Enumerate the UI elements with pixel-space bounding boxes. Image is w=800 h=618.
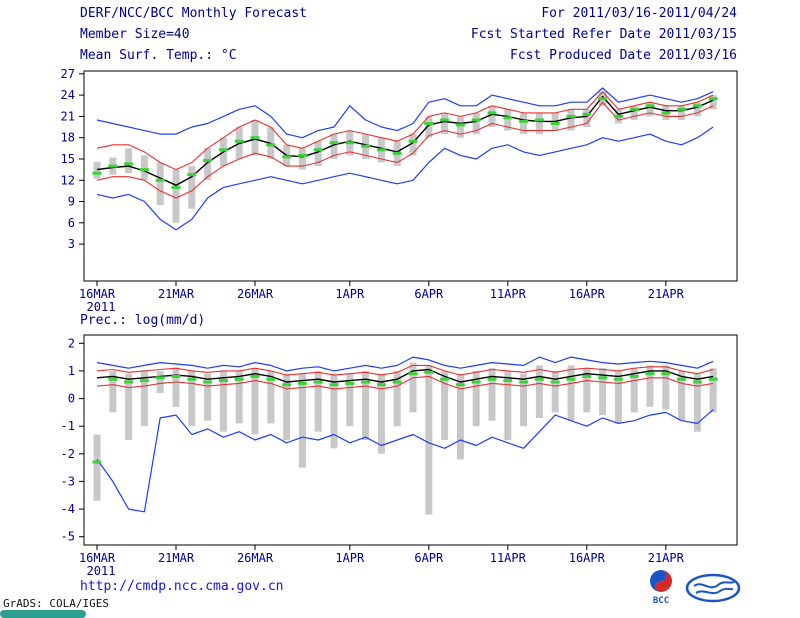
- svg-text:6APR: 6APR: [414, 551, 444, 565]
- source-url-link[interactable]: http://cmdp.ncc.cma.gov.cn: [80, 579, 284, 594]
- series-ensemble_mean: [96, 95, 714, 186]
- temperature-panel: 3 6 9 12 15 18 21 24 27 16MAR 21MAR 26MAR 1APR 6APR 11…: [61, 67, 738, 314]
- series-percentile_upper: [96, 91, 714, 171]
- svg-text:18: 18: [61, 131, 75, 145]
- precipitation-panel: -5 -4 -3 -2 -1 0 1 2 16MAR 21MAR 26MAR 1APR 6APR 11AP…: [61, 334, 738, 578]
- series-ensemble_min: [96, 409, 714, 513]
- series-percentile_upper: [96, 364, 714, 376]
- x-axis-year-label: 2011: [87, 564, 116, 578]
- svg-text:1: 1: [68, 364, 75, 378]
- ensemble_spread_bars: [93, 362, 717, 515]
- plot-frame: [83, 70, 738, 282]
- svg-text:16APR: 16APR: [569, 287, 606, 301]
- svg-text:6APR: 6APR: [414, 287, 444, 301]
- ncc-logo-wave-2: [695, 587, 734, 595]
- produced-date-label: Fcst Produced Date 2011/03/16: [510, 48, 737, 63]
- svg-text:-1: -1: [61, 419, 75, 433]
- member_median_dashes: [92, 97, 718, 189]
- svg-text:6: 6: [68, 216, 75, 230]
- svg-text:1APR: 1APR: [335, 551, 365, 565]
- bcc-logo-label: BCC: [653, 596, 669, 606]
- svg-text:16MAR: 16MAR: [79, 287, 116, 301]
- bcc-logo: BCC: [650, 570, 672, 606]
- svg-text:-3: -3: [61, 474, 75, 488]
- svg-text:21APR: 21APR: [648, 287, 685, 301]
- corner-badge: [0, 610, 86, 618]
- svg-text:2: 2: [68, 336, 75, 350]
- refer-date-label: Fcst Started Refer Date 2011/03/15: [470, 27, 737, 42]
- x-axis-year-label: 2011: [87, 300, 116, 314]
- svg-text:11APR: 11APR: [490, 551, 527, 565]
- svg-text:27: 27: [61, 67, 75, 81]
- page-title: DERF/NCC/BCC Monthly Forecast: [80, 6, 307, 21]
- svg-text:-5: -5: [61, 530, 75, 544]
- ensemble_spread_bars: [93, 91, 717, 223]
- svg-text:26MAR: 26MAR: [237, 551, 274, 565]
- series-ensemble_max: [96, 356, 714, 372]
- svg-text:21MAR: 21MAR: [158, 287, 195, 301]
- svg-text:21MAR: 21MAR: [158, 551, 195, 565]
- svg-text:9: 9: [68, 195, 75, 209]
- member-size-label: Member Size=40: [80, 27, 190, 42]
- temp-panel-label: Mean Surf. Temp.: °C: [80, 48, 237, 63]
- svg-text:11APR: 11APR: [490, 287, 527, 301]
- svg-text:1APR: 1APR: [335, 287, 365, 301]
- svg-text:0: 0: [68, 392, 75, 406]
- bcc-logo-blue-swirl: [650, 570, 667, 592]
- ncc-logo-ellipse: [685, 573, 741, 603]
- series-ensemble_mean: [96, 368, 714, 383]
- svg-text:-2: -2: [61, 447, 75, 461]
- series-ensemble_min: [96, 126, 714, 231]
- svg-text:3: 3: [68, 237, 75, 251]
- plot-frame: [83, 334, 738, 546]
- svg-text:16MAR: 16MAR: [79, 551, 116, 565]
- svg-text:21APR: 21APR: [648, 551, 685, 565]
- bcc-logo-red-swirl: [655, 570, 672, 592]
- svg-text:12: 12: [61, 173, 75, 187]
- ncc-logo-wave-1: [693, 581, 735, 589]
- member_median_dashes: [92, 370, 718, 464]
- series-ensemble_max: [96, 87, 714, 139]
- grads-credit: GrADS: COLA/IGES: [3, 597, 109, 610]
- series-percentile_lower: [96, 375, 714, 390]
- svg-text:21: 21: [61, 109, 75, 123]
- svg-text:16APR: 16APR: [569, 551, 606, 565]
- svg-text:26MAR: 26MAR: [237, 287, 274, 301]
- svg-text:-4: -4: [61, 502, 75, 516]
- ncc-logo: [685, 573, 741, 603]
- svg-text:24: 24: [61, 88, 75, 102]
- series-percentile_lower: [96, 101, 714, 199]
- forecast-range-label: For 2011/03/16-2011/04/24: [541, 6, 737, 21]
- svg-text:15: 15: [61, 152, 75, 166]
- precip-panel-label: Prec.: log(mm/d): [80, 313, 206, 328]
